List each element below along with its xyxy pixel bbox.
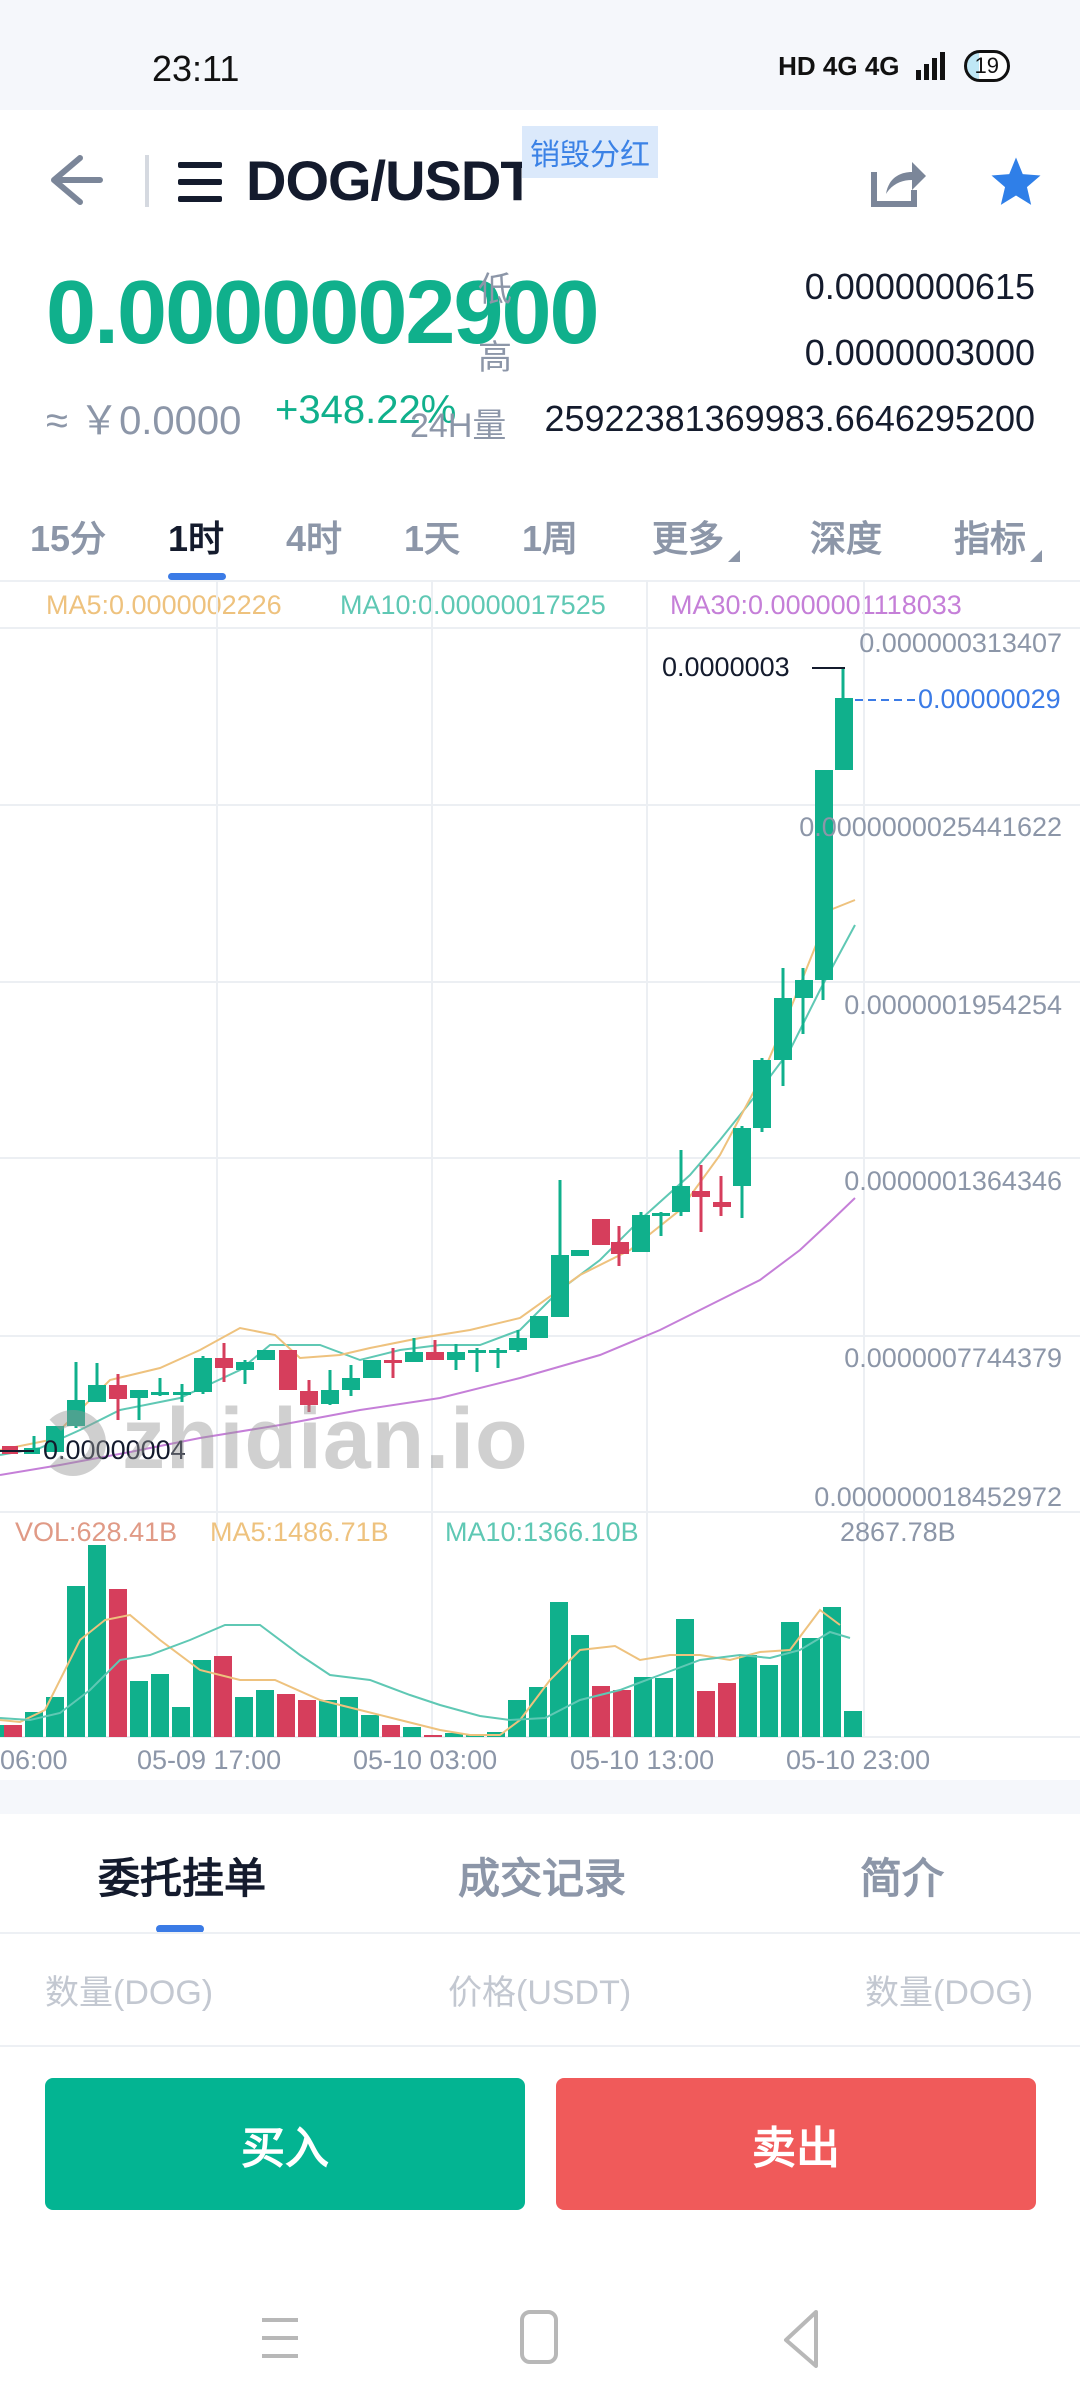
x-axis-label-3: 05-10 13:00 xyxy=(570,1745,715,1775)
star-icon xyxy=(991,157,1041,205)
tab-1w[interactable]: 1周 xyxy=(522,518,579,559)
dropdown-triangle-icon xyxy=(1030,550,1043,562)
current-price-marker: 0.00000029 xyxy=(918,684,1061,714)
vol-max-label: 2867.78B xyxy=(840,1517,956,1547)
burn-dividend-tag: 销毁分红 xyxy=(522,126,658,178)
signal-icon xyxy=(915,52,945,80)
network-indicators: HD 4G 4G xyxy=(778,50,900,81)
volume-bars xyxy=(0,1545,862,1737)
system-back-button[interactable] xyxy=(772,2308,832,2368)
status-indicators: HD 4G 4G 19 xyxy=(778,50,1010,82)
tab-open-orders[interactable]: 委托挂单 xyxy=(98,1855,267,1902)
last-price: 0.0000002900 xyxy=(46,263,600,363)
top-header: DOG/USDT 销毁分红 xyxy=(0,110,1080,250)
y-axis-label-3: 0.0000001364346 xyxy=(844,1166,1062,1196)
back-triangle-icon xyxy=(784,2310,818,2368)
period-tabs: 15分 1时 4时 1天 1周 更多 深度 指标 xyxy=(0,500,1080,580)
x-axis-label-2: 05-10 03:00 xyxy=(353,1745,498,1775)
high-label: 高 xyxy=(478,339,512,377)
y-axis-label-1: 0.0000000025441622 xyxy=(799,812,1062,842)
tab-trade-history[interactable]: 成交记录 xyxy=(458,1855,627,1902)
dropdown-triangle-icon xyxy=(728,550,741,562)
volume-value: 25922381369983.6646295200 xyxy=(544,398,1035,439)
tab-indicators-label: 指标 xyxy=(954,518,1027,559)
volume-label: 24H量 xyxy=(410,407,507,445)
vol-legend: VOL:628.41B xyxy=(15,1517,178,1547)
kline-chart[interactable] xyxy=(0,0,1080,1800)
divider xyxy=(0,1932,1080,1934)
active-tab-indicator xyxy=(168,573,226,580)
divider xyxy=(0,580,1080,582)
cny-value: ≈ ￥0.0000 xyxy=(46,399,242,443)
vol-ma10-legend: MA10:1366.10B xyxy=(445,1517,639,1547)
vol-ma5-legend: MA5:1486.71B xyxy=(210,1517,389,1547)
buy-button[interactable]: 买入 xyxy=(45,2078,525,2210)
watermark: zhidian.io xyxy=(40,1390,529,1489)
high-value: 0.0000003000 xyxy=(804,332,1035,373)
tab-4h[interactable]: 4时 xyxy=(286,518,343,559)
favorite-button[interactable] xyxy=(988,154,1044,210)
change-percent: +348.22% xyxy=(275,388,457,432)
sell-button[interactable]: 卖出 xyxy=(556,2078,1036,2210)
tab-depth[interactable]: 深度 xyxy=(810,518,883,559)
home-icon xyxy=(520,2310,558,2364)
col-header-price: 价格(USDT) xyxy=(448,1974,632,2012)
system-nav-bar xyxy=(0,2260,1080,2400)
tab-more[interactable]: 更多 xyxy=(652,510,741,562)
battery-icon: 19 xyxy=(963,50,1010,82)
status-bar: 23:11 HD 4G 4G 19 xyxy=(0,0,1080,110)
ma5-legend: MA5:0.0000002226 xyxy=(46,590,282,620)
watermark-text: zhidian.io xyxy=(122,1391,529,1487)
home-button[interactable] xyxy=(514,2308,574,2368)
header-divider xyxy=(145,155,149,207)
x-axis-label-0: 06:00 xyxy=(0,1745,68,1775)
recent-apps-icon xyxy=(262,2318,298,2358)
hamburger-icon[interactable] xyxy=(178,162,222,202)
watermark-logo-icon xyxy=(40,1410,106,1476)
max-price-marker: 0.0000003 xyxy=(662,652,790,682)
recent-apps-button[interactable] xyxy=(252,2308,312,2368)
tab-intro[interactable]: 简介 xyxy=(860,1855,945,1902)
arrow-left-icon xyxy=(51,155,103,205)
y-axis-label-0: 0.000000313407 xyxy=(859,628,1062,658)
col-header-sell-qty: 数量(DOG) xyxy=(865,1974,1034,2012)
ma30-legend: MA30:0.0000001118033 xyxy=(670,590,962,620)
section-gap xyxy=(0,1780,1080,1814)
share-button[interactable] xyxy=(868,154,928,210)
back-button[interactable] xyxy=(40,148,104,212)
pair-title[interactable]: DOG/USDT xyxy=(246,149,535,212)
share-icon xyxy=(871,162,926,207)
tab-1d[interactable]: 1天 xyxy=(404,518,461,559)
col-header-buy-qty: 数量(DOG) xyxy=(45,1974,214,2012)
active-bottom-tab-indicator xyxy=(156,1925,204,1933)
tab-1h[interactable]: 1时 xyxy=(168,518,225,559)
low-label: 低 xyxy=(478,271,512,309)
divider xyxy=(0,2045,1080,2047)
low-value: 0.0000000615 xyxy=(804,266,1035,307)
y-axis-label-2: 0.0000001954254 xyxy=(844,990,1062,1020)
tab-indicators[interactable]: 指标 xyxy=(954,510,1043,562)
y-axis-label-4: 0.0000007744379 xyxy=(844,1343,1062,1373)
x-axis-label-1: 05-09 17:00 xyxy=(137,1745,282,1775)
ma10-legend: MA10:0.00000017525 xyxy=(340,590,606,620)
x-axis-label-4: 05-10 23:00 xyxy=(786,1745,931,1775)
status-time: 23:11 xyxy=(152,48,240,89)
tab-more-label: 更多 xyxy=(652,518,725,559)
tab-15m[interactable]: 15分 xyxy=(30,518,107,559)
y-axis-label-5: 0.000000018452972 xyxy=(814,1482,1062,1512)
